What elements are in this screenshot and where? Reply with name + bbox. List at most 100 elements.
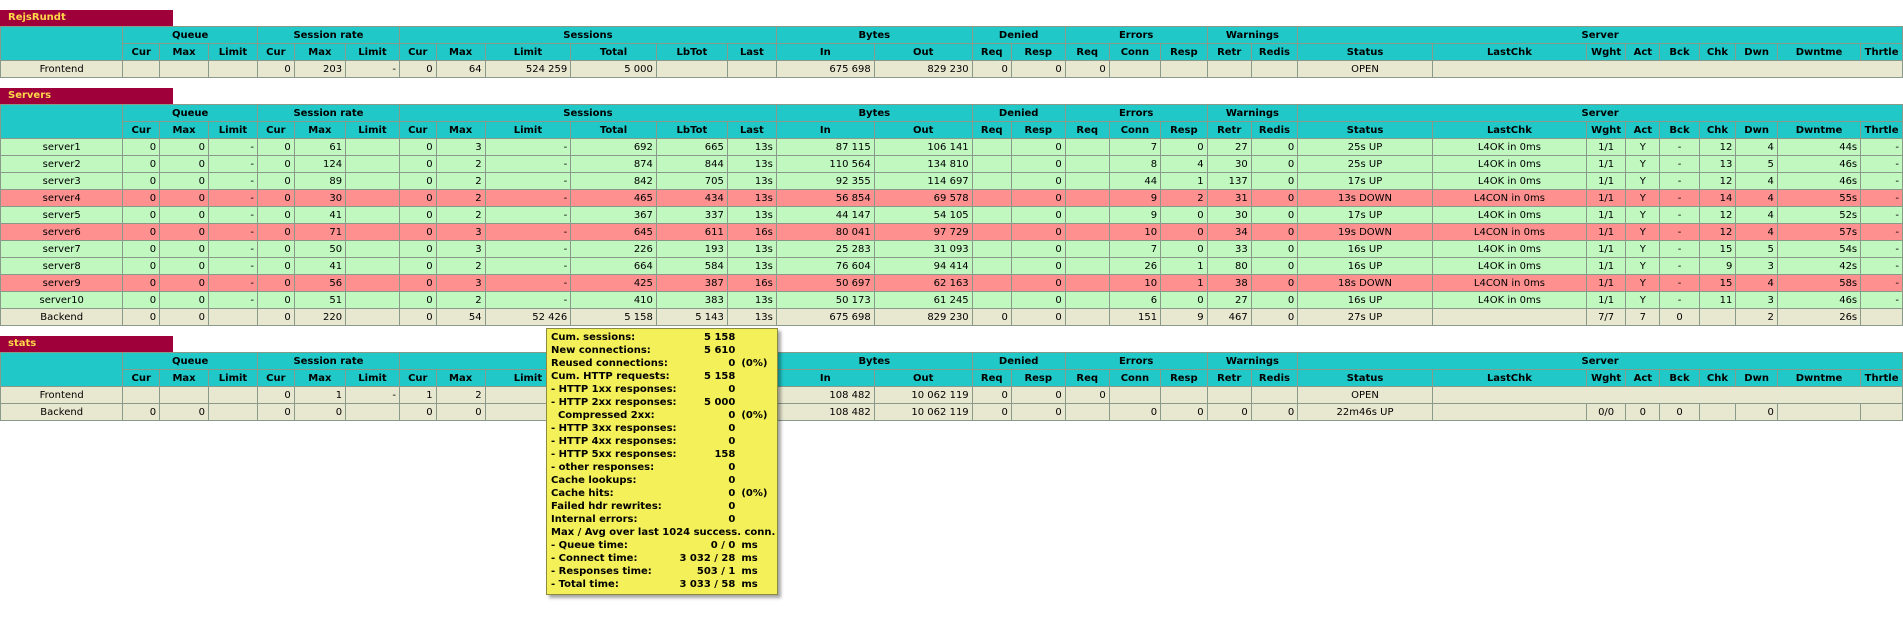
column-header: Retr xyxy=(1206,369,1252,387)
table-cell: - xyxy=(484,189,572,207)
tooltip-unit xyxy=(737,383,775,396)
table-cell: 0 xyxy=(159,274,210,292)
table-cell: 10 xyxy=(1108,274,1162,292)
proxy-section-servers: Servers Queue Session rate Sessions Bytes Den… xyxy=(0,88,1903,326)
table-cell: 0 xyxy=(159,138,210,156)
table-cell: 56 xyxy=(293,274,347,292)
column-header: Out xyxy=(873,43,973,61)
table-cell: 584 xyxy=(655,257,728,275)
tooltip-row: Max / Avg over last 1024 success. conn. xyxy=(551,526,775,539)
column-header: Redis xyxy=(1250,369,1299,387)
proxy-title[interactable]: RejsRundt xyxy=(0,10,173,26)
table-cell: 0 xyxy=(1108,403,1162,421)
table-cell: 0 xyxy=(1250,291,1299,309)
table-cell: 1/1 xyxy=(1586,240,1627,258)
tooltip-unit xyxy=(737,370,775,383)
column-header: Thrtle xyxy=(1860,121,1903,139)
table-cell: - xyxy=(484,206,572,224)
table-cell: 0 xyxy=(1160,206,1208,224)
table-cell: 25s UP xyxy=(1297,138,1433,156)
column-header: Limit xyxy=(345,369,400,387)
table-cell: 58s xyxy=(1776,274,1862,292)
table-cell xyxy=(1064,206,1110,224)
column-header: LastChk xyxy=(1431,121,1588,139)
table-cell: 0 xyxy=(256,189,295,207)
row-name[interactable]: Backend xyxy=(0,403,124,421)
table-cell: 1/1 xyxy=(1586,172,1627,190)
row-name[interactable]: server3 xyxy=(0,172,124,190)
table-cell xyxy=(971,189,1012,207)
table-cell xyxy=(345,155,400,173)
table-cell: 13 xyxy=(1698,155,1737,173)
table-cell: 12 xyxy=(1698,138,1737,156)
tooltip-row: Cum. HTTP requests: 5 158 xyxy=(551,370,775,383)
column-header: Req xyxy=(1064,121,1110,139)
row-name[interactable]: server8 xyxy=(0,257,124,275)
table-cell: 16s UP xyxy=(1297,240,1433,258)
table-cell: 0 xyxy=(159,206,210,224)
column-header: Resp xyxy=(1160,43,1208,61)
table-cell: 5 143 xyxy=(655,308,728,326)
proxy-title[interactable]: stats xyxy=(0,336,173,352)
table-cell: 0 xyxy=(398,138,437,156)
table-cell: - xyxy=(484,257,572,275)
row-name[interactable]: Frontend xyxy=(0,386,124,404)
group-header: Session rate xyxy=(256,104,400,122)
tooltip-label: Failed hdr rewrites: xyxy=(551,501,662,512)
table-cell: 4 xyxy=(1735,189,1778,207)
table-cell: 0 xyxy=(159,257,210,275)
row-name[interactable]: server5 xyxy=(0,206,124,224)
row-name[interactable]: server6 xyxy=(0,223,124,241)
tooltip-row: - HTTP 2xx responses: 5 000 xyxy=(551,396,775,409)
group-header: Sessions xyxy=(398,104,777,122)
row-name[interactable]: server7 xyxy=(0,240,124,258)
table-cell: 56 854 xyxy=(775,189,875,207)
row-name[interactable]: Frontend xyxy=(0,60,124,78)
group-header: Bytes xyxy=(775,352,973,370)
table-cell: - xyxy=(1659,206,1700,224)
table-cell: 0 xyxy=(122,206,161,224)
row-name[interactable]: server4 xyxy=(0,189,124,207)
tooltip-label: - Queue time: xyxy=(551,540,628,551)
row-name[interactable]: Backend xyxy=(0,308,124,326)
proxy-title[interactable]: Servers xyxy=(0,88,173,104)
tooltip-unit: ms xyxy=(741,566,758,577)
table-cell xyxy=(1064,291,1110,309)
table-cell: 13s xyxy=(726,257,777,275)
row-name[interactable]: server9 xyxy=(0,274,124,292)
table-cell: 0 xyxy=(256,155,295,173)
table-cell: 387 xyxy=(655,274,728,292)
table-cell xyxy=(1160,60,1208,78)
table-cell: 0 xyxy=(971,386,1012,404)
column-header: Redis xyxy=(1250,43,1299,61)
column-header: Resp xyxy=(1010,369,1066,387)
row-name[interactable]: server2 xyxy=(0,155,124,173)
column-header: Resp xyxy=(1010,121,1066,139)
row-name[interactable]: server10 xyxy=(0,291,124,309)
table-cell: 31 093 xyxy=(873,240,973,258)
table-cell: 26s xyxy=(1776,308,1862,326)
table-cell: 41 xyxy=(293,206,347,224)
table-cell: 0 xyxy=(1250,155,1299,173)
group-header: Sessions xyxy=(398,26,777,44)
table-cell: 203 xyxy=(293,60,347,78)
table-cell: 0 xyxy=(398,206,437,224)
table-cell: 5 xyxy=(1735,155,1778,173)
table-cell: 3 xyxy=(435,223,486,241)
table-cell: 76 604 xyxy=(775,257,875,275)
tooltip-value: 0 xyxy=(728,384,736,395)
row-name[interactable]: server1 xyxy=(0,138,124,156)
tooltip-value: 0 xyxy=(728,514,736,525)
table-cell: 425 xyxy=(570,274,657,292)
table-cell: - xyxy=(208,240,258,258)
table-cell: OPEN xyxy=(1297,60,1433,78)
tooltip-row: Reused connections: 0 (0%) xyxy=(551,357,775,370)
table-cell: 114 697 xyxy=(873,172,973,190)
column-header: Conn xyxy=(1108,369,1162,387)
table-cell: 13s xyxy=(726,240,777,258)
column-header: Limit xyxy=(208,121,258,139)
column-header: Max xyxy=(293,121,347,139)
table-cell: Y xyxy=(1625,291,1661,309)
